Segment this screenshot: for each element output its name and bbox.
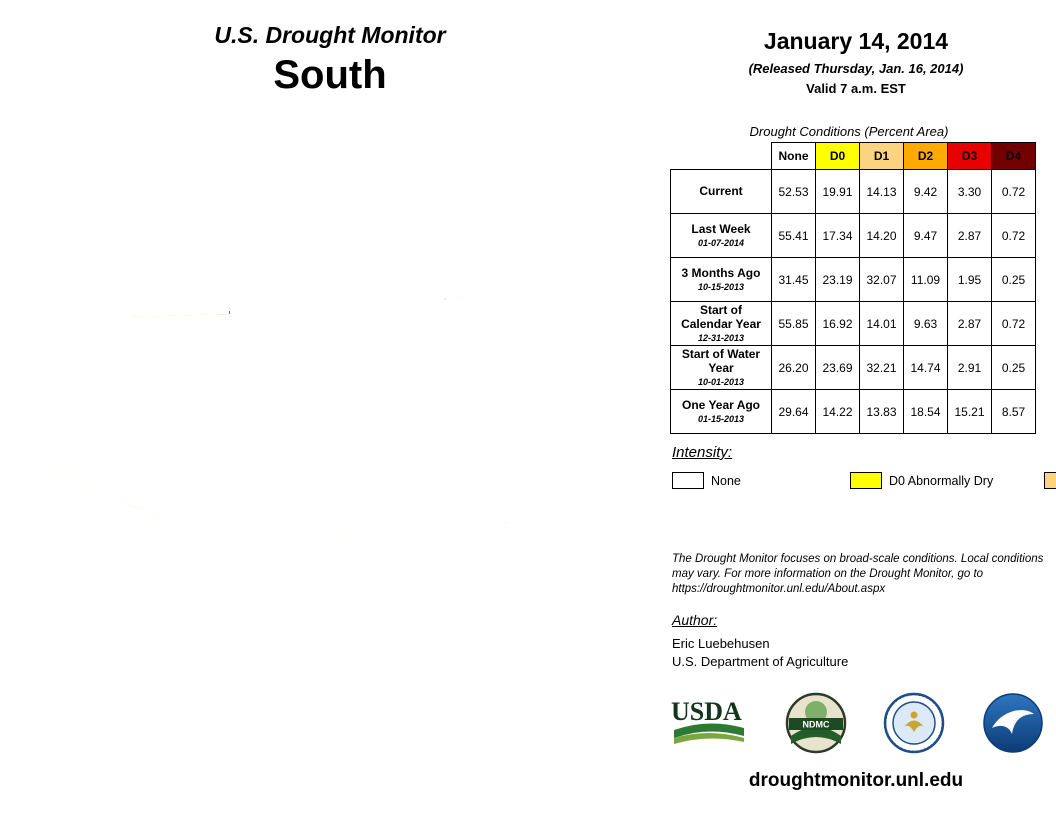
table-row: Last Week 01-07-2014 55.41 17.34 14.20 9.… — [670, 213, 1036, 258]
cell-value: 31.45 — [771, 257, 816, 302]
none-swatch — [672, 472, 704, 489]
row-sublabel: 01-07-2014 — [697, 237, 745, 248]
cell-value: 0.25 — [991, 345, 1036, 390]
table-row: One Year Ago 01-15-2013 29.64 14.22 13.83… — [670, 389, 1036, 434]
cell-value: 2.87 — [947, 213, 992, 258]
legend-item-none: None — [672, 468, 850, 493]
table-corner-cell — [670, 142, 772, 170]
page-title: U.S. Drought Monitor — [214, 22, 446, 48]
cell-value: 32.07 — [859, 257, 904, 302]
cell-value: 55.85 — [771, 301, 816, 346]
cell-value: 14.22 — [815, 389, 860, 434]
cell-value: 0.72 — [991, 213, 1036, 258]
d0-swatch — [850, 472, 882, 489]
cell-value: 23.69 — [815, 345, 860, 390]
row-label: Last Week — [691, 221, 751, 236]
valid-time: Valid 7 a.m. EST — [806, 81, 906, 96]
cell-value: 19.91 — [815, 169, 860, 214]
cell-value: 14.13 — [859, 169, 904, 214]
cell-value: 1.95 — [947, 257, 992, 302]
cell-value: 26.20 — [771, 345, 816, 390]
row-label: 3 Months Ago — [681, 265, 761, 280]
d1-swatch — [1044, 472, 1056, 489]
region-title: South — [273, 53, 387, 97]
usda-logo: USDA — [671, 697, 744, 744]
cell-value: 9.42 — [903, 169, 948, 214]
cell-value: 14.01 — [859, 301, 904, 346]
cell-value: 0.72 — [991, 301, 1036, 346]
cell-value: 0.72 — [991, 169, 1036, 214]
cell-value: 9.47 — [903, 213, 948, 258]
cell-value: 14.74 — [903, 345, 948, 390]
date-block: January 14, 2014 (Released Thursday, Jan… — [660, 28, 1052, 96]
noaa-logo — [983, 693, 1043, 753]
cell-value: 23.19 — [815, 257, 860, 302]
report-date: January 14, 2014 — [763, 28, 949, 54]
released-date: (Released Thursday, Jan. 16, 2014) — [748, 61, 964, 76]
table-row: 3 Months Ago 10-15-2013 31.45 23.19 32.07… — [670, 257, 1036, 302]
row-label: Start of Calendar Year — [681, 303, 761, 331]
table-caption: Drought Conditions (Percent Area) — [749, 124, 949, 139]
cell-value: 29.64 — [771, 389, 816, 434]
cell-value: 32.21 — [859, 345, 904, 390]
intensity-legend: None D0 Abnormally Dry D1 Moderate Droug… — [672, 468, 1056, 493]
col-header-d2: D2 — [903, 142, 948, 170]
cell-value: 55.41 — [771, 213, 816, 258]
cell-value: 13.83 — [859, 389, 904, 434]
author-heading: Author: — [672, 612, 718, 628]
row-sublabel: 10-01-2013 — [697, 376, 745, 387]
cell-value: 52.53 — [771, 169, 816, 214]
cell-value: 11.09 — [903, 257, 948, 302]
cell-value: 9.63 — [903, 301, 948, 346]
drought-conditions-table: None D0 D1 D2 D3 D4 Current 52.53 19.91 … — [670, 142, 1036, 434]
title-block: U.S. Drought Monitor South — [0, 22, 660, 98]
legend-label: None — [711, 473, 741, 488]
col-header-none: None — [771, 142, 816, 170]
col-header-d3: D3 — [947, 142, 992, 170]
col-header-d1: D1 — [859, 142, 904, 170]
col-header-d4: D4 — [991, 142, 1036, 170]
row-label: Start of Water Year — [681, 347, 761, 375]
cell-value: 2.91 — [947, 345, 992, 390]
south-region-map — [38, 288, 619, 600]
legend-item-d0: D0 Abnormally Dry — [850, 468, 1044, 493]
row-sublabel: 10-15-2013 — [697, 281, 745, 292]
cell-value: 16.92 — [815, 301, 860, 346]
legend-label: D0 Abnormally Dry — [889, 473, 994, 488]
cell-value: 14.20 — [859, 213, 904, 258]
cell-value: 3.30 — [947, 169, 992, 214]
footer-url: droughtmonitor.unl.edu — [748, 770, 964, 791]
row-sublabel: 01-15-2013 — [697, 413, 745, 424]
disclaimer-text: The Drought Monitor focuses on broad-sca… — [672, 553, 1044, 595]
drought-map — [25, 282, 665, 617]
author-name: Eric Luebehusen — [672, 636, 770, 651]
intensity-heading: Intensity: — [672, 444, 733, 461]
author-organization: U.S. Department of Agriculture — [672, 654, 849, 669]
legend-item-d1: D1 Moderate Drought — [1044, 468, 1056, 493]
cell-value: 15.21 — [947, 389, 992, 434]
cell-value: 18.54 — [903, 389, 948, 434]
col-header-d0: D0 — [815, 142, 860, 170]
row-label: One Year Ago — [681, 397, 761, 412]
commerce-seal-logo — [884, 692, 945, 754]
table-row: Current 52.53 19.91 14.13 9.42 3.30 0.72 — [670, 169, 1036, 214]
cell-value: 2.87 — [947, 301, 992, 346]
usda-logo-text: USDA — [671, 697, 742, 726]
row-label: Current — [699, 183, 743, 198]
table-row: Start of Water Year 10-01-2013 26.20 23.6… — [670, 345, 1036, 390]
cell-value: 8.57 — [991, 389, 1036, 434]
table-row: Start of Calendar Year 12-31-2013 55.85 1… — [670, 301, 1036, 346]
agency-logos: USDA NDMC — [668, 692, 1044, 754]
ndmc-logo: NDMC — [785, 692, 846, 754]
ndmc-logo-text: NDMC — [802, 720, 829, 730]
cell-value: 0.25 — [991, 257, 1036, 302]
cell-value: 17.34 — [815, 213, 860, 258]
row-sublabel: 12-31-2013 — [697, 332, 745, 343]
